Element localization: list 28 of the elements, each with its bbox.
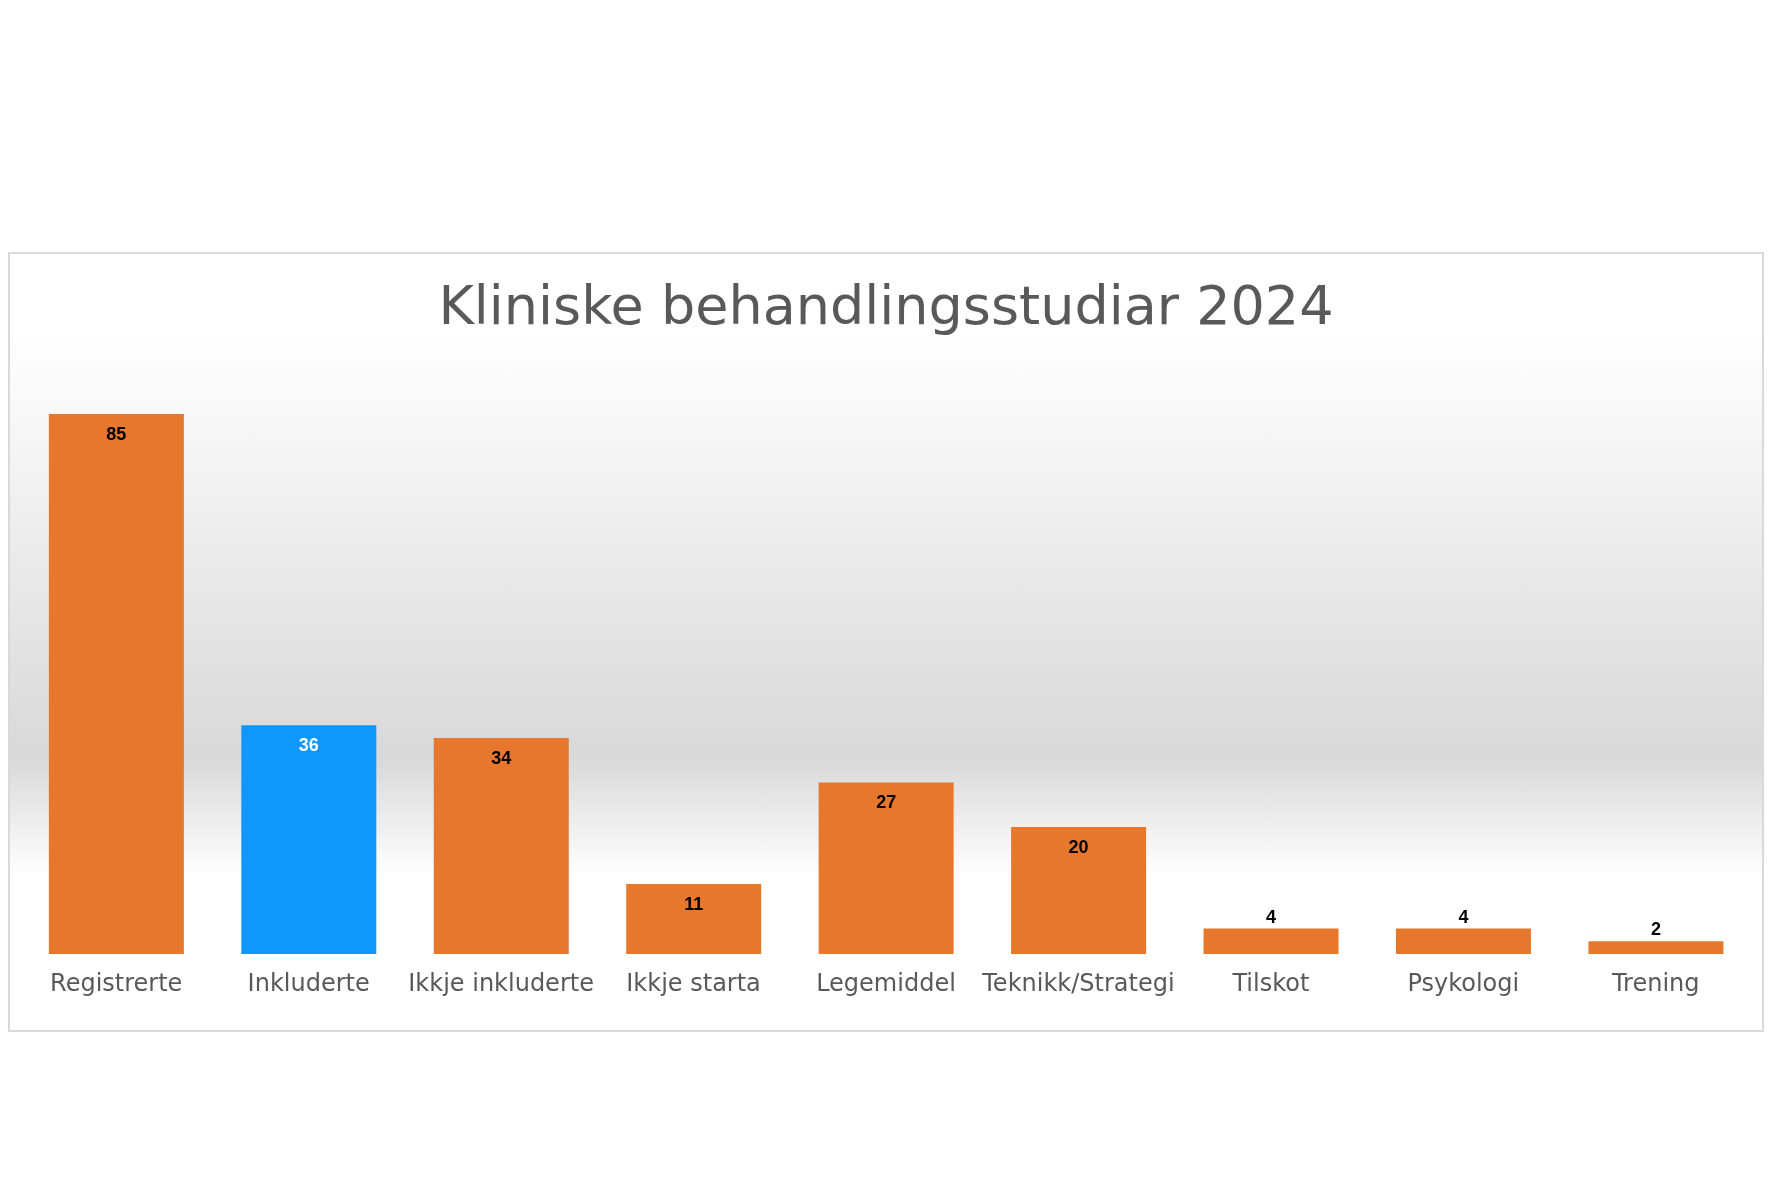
x-tick-label: Ikkje starta [626,969,761,998]
bar [1203,928,1339,954]
data-label: 34 [491,748,512,768]
bar [1395,928,1531,954]
data-label: 20 [1068,836,1089,857]
data-label: 4 [1266,906,1277,927]
bar [241,725,377,954]
bar [1011,826,1147,954]
data-label: 2 [1650,919,1661,940]
bar [626,884,762,954]
x-tick-label: Psykologi [1407,969,1520,998]
chart-title: Kliniske behandlingsstudiar 2024 [437,273,1335,339]
data-label: 27 [876,792,897,813]
data-label: 11 [684,894,704,915]
bar [818,782,954,954]
x-tick-label: Legemiddel [816,969,956,998]
data-label: 36 [298,735,319,756]
x-tick-label: Inkluderte [247,969,370,998]
x-tick-label: Ikkje inkluderte [408,969,594,998]
data-label: 4 [1458,906,1469,927]
x-tick-label: Tilskot [1231,969,1310,998]
x-tick-label: Teknikk/Strategi [981,969,1175,998]
bar [433,738,569,954]
data-label: 85 [106,424,127,444]
bar [48,414,184,954]
x-tick-label: Registrerte [50,969,183,998]
x-tick-label: Trening [1611,969,1700,998]
bar [1588,941,1724,954]
